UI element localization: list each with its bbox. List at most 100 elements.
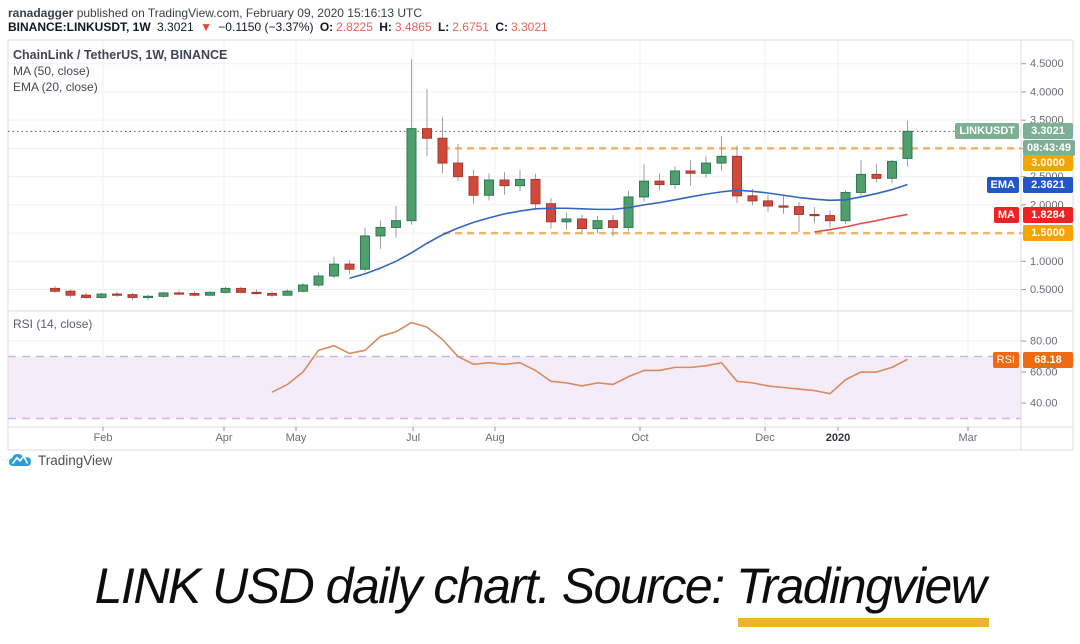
candle-body [282, 290, 293, 296]
ema20-line [349, 183, 908, 280]
candle-body [236, 287, 246, 293]
candle-body [251, 291, 262, 295]
candle-body [546, 203, 556, 223]
price-gridlines: 4.50004.00003.50003.00002.50002.00001.50… [8, 58, 1064, 296]
rsi-value-label: 68.18 [1023, 352, 1073, 368]
candle-body [50, 287, 60, 292]
candle-body [422, 128, 432, 139]
candle-body [329, 263, 339, 277]
candle-body [871, 173, 882, 179]
candle-body [685, 170, 696, 174]
rsi14-line [271, 321, 908, 395]
candle-body [778, 205, 789, 208]
last-price: 3.3021 [157, 20, 194, 34]
candle-body [112, 293, 122, 296]
candle-body [189, 292, 200, 296]
candle-body [608, 220, 618, 228]
candle-body [220, 287, 231, 293]
svg-text:1.0000: 1.0000 [1030, 256, 1064, 268]
candle-body [856, 173, 866, 193]
candle-body [127, 294, 138, 298]
chart-canvas: 4.50004.00003.50003.00002.50002.00001.50… [7, 39, 1074, 451]
candle-body [732, 155, 742, 197]
candle-body [747, 195, 758, 202]
candle-body [592, 220, 603, 230]
watermark-brand: TradingView [38, 452, 113, 468]
caption-text: LINK USD daily chart. Source: [94, 558, 737, 614]
candle-body [639, 180, 649, 198]
candle-body [902, 130, 913, 159]
candle-body [561, 218, 572, 223]
upper-level-label: 3.0000 [1023, 155, 1073, 171]
svg-text:60.00: 60.00 [1030, 367, 1058, 379]
tradingview-watermark: TradingView [8, 452, 112, 468]
svg-text:80.00: 80.00 [1030, 336, 1058, 348]
candle-body [205, 291, 215, 296]
candle-body [670, 170, 680, 186]
rsi-tag: RSI [992, 352, 1019, 368]
candles-group [50, 59, 913, 301]
tradingview-logo-icon [9, 454, 31, 466]
svg-text:Dec: Dec [755, 432, 775, 444]
ma-legend-item: MA (50, close) [13, 64, 90, 78]
lower-level-label: 1.5000 [1023, 225, 1073, 241]
svg-text:Oct: Oct [631, 432, 648, 444]
candle-body [654, 180, 665, 186]
chart-frame [7, 39, 1074, 451]
close-label: C: [495, 20, 508, 34]
open-label: O: [319, 20, 334, 34]
bar-countdown-label: 08:43:49 [1023, 140, 1076, 156]
candle-body [96, 293, 107, 298]
candle-body [499, 179, 510, 187]
candle-body [174, 292, 184, 295]
svg-text:4.0000: 4.0000 [1030, 86, 1064, 98]
close-value: 3.3021 [510, 20, 548, 34]
candle-body [825, 215, 835, 222]
candle-body [484, 179, 494, 196]
last-price-label: 3.3021 [1023, 123, 1073, 139]
ma-tag: MA [993, 207, 1019, 223]
rsi-band [8, 356, 1021, 419]
ema-value-label: 2.3621 [1023, 177, 1073, 193]
symbol-price-tag: LINKUSDT [955, 123, 1019, 139]
candle-body [298, 284, 308, 292]
symbol-ohlc-bar: BINANCE:LINKUSDT, 1W 3.3021 ▼ −0.1150 (−… [8, 20, 551, 34]
image-caption: LINK USD daily chart. Source: Tradingvie… [0, 556, 1080, 616]
svg-text:Mar: Mar [959, 432, 978, 444]
candle-body [158, 292, 169, 297]
low-label: L: [437, 20, 450, 34]
candle-body [453, 162, 463, 178]
symbol-name: BINANCE:LINKUSDT, 1W [8, 20, 151, 34]
candle-body [515, 178, 525, 187]
candle-body [577, 218, 587, 230]
rsi-pane-legend: RSI (14, close) [13, 317, 93, 331]
svg-text:Jul: Jul [406, 432, 420, 444]
svg-text:Feb: Feb [94, 432, 113, 444]
candle-body [65, 290, 76, 296]
candle-body [763, 200, 773, 207]
high-value: 3.4865 [394, 20, 432, 34]
candle-body [716, 155, 727, 164]
rsi-gridlines: 80.00 60.00 40.00 [8, 336, 1058, 409]
ma-value-label: 1.8284 [1023, 207, 1073, 223]
open-value: 2.8225 [336, 20, 373, 34]
svg-text:2020: 2020 [826, 432, 850, 444]
author-name: ranadagger [8, 6, 74, 20]
ma50-line [814, 213, 908, 233]
candle-body [887, 160, 897, 179]
time-axis-labels: Feb Apr May Jul Aug Oct Dec 2020 Mar [94, 427, 978, 444]
svg-text:40.00: 40.00 [1030, 397, 1058, 409]
chart-title: ChainLink / TetherUS, 1W, BINANCE [13, 48, 228, 62]
price-pane-legend: ChainLink / TetherUS, 1W, BINANCE MA (50… [13, 47, 227, 95]
caption-source-link[interactable]: Tradingview [736, 558, 987, 614]
candle-body [375, 226, 386, 237]
low-value: 2.6751 [452, 20, 489, 34]
candle-body [406, 128, 417, 222]
price-change: −0.1150 (−3.37%) [218, 20, 314, 34]
svg-text:4.5000: 4.5000 [1030, 58, 1064, 70]
candle-body [794, 206, 804, 215]
candle-body [313, 275, 324, 286]
attribution-line: ranadagger published on TradingView.com,… [8, 6, 422, 20]
candle-body [267, 292, 277, 296]
